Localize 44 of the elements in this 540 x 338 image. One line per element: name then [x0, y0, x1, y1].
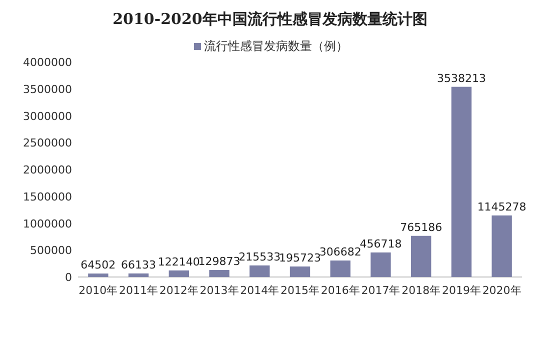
x-tick-label: 2014年 [240, 284, 280, 297]
x-tick-label: 2019年 [442, 284, 481, 297]
y-tick-label: 4000000 [23, 56, 72, 69]
bar [330, 260, 350, 277]
y-tick-label: 3000000 [23, 110, 72, 123]
x-tick-label: 2020年 [482, 284, 522, 297]
x-tick-label: 2018年 [402, 284, 441, 297]
data-label: 3538213 [436, 72, 486, 85]
x-tick-label: 2010年 [78, 284, 118, 297]
bar [250, 265, 270, 277]
y-tick-label: 3500000 [23, 82, 72, 96]
y-tick-label: 1500000 [23, 190, 72, 204]
bar [88, 274, 108, 277]
data-label: 195723 [279, 251, 321, 264]
bar [128, 273, 149, 277]
x-tick-label: 2017年 [361, 284, 400, 297]
y-tick-label: 1000000 [23, 217, 72, 230]
data-label: 1145278 [477, 200, 526, 214]
bar [451, 86, 472, 277]
x-tick-label: 2013年 [200, 284, 239, 297]
data-label: 122140 [158, 255, 200, 268]
data-label: 306682 [319, 246, 362, 259]
x-tick-label: 2015年 [280, 284, 320, 297]
y-tick-label: 2000000 [23, 164, 72, 176]
bar [492, 215, 512, 277]
data-label: 456718 [360, 237, 402, 250]
data-label: 66133 [121, 258, 156, 272]
bar [290, 266, 310, 277]
data-label: 215533 [238, 250, 281, 264]
bar [168, 270, 189, 277]
data-label: 64502 [80, 258, 116, 272]
y-tick-label: 2500000 [23, 136, 72, 150]
bar [370, 252, 391, 277]
data-label: 765186 [400, 220, 442, 234]
chart-title: 2010-2020年中国流行性感冒发病数量统计图 [112, 10, 428, 28]
x-tick-label: 2016年 [320, 284, 360, 297]
y-tick-label: 500000 [30, 244, 72, 258]
x-tick-label: 2011年 [119, 284, 158, 297]
x-tick-label: 2012年 [159, 284, 198, 297]
legend-label: 流行性感冒发病数量（例） [204, 39, 348, 53]
bar [411, 236, 432, 277]
y-tick-label: 0 [65, 271, 72, 284]
data-label: 129873 [198, 255, 240, 268]
bar [209, 270, 230, 277]
